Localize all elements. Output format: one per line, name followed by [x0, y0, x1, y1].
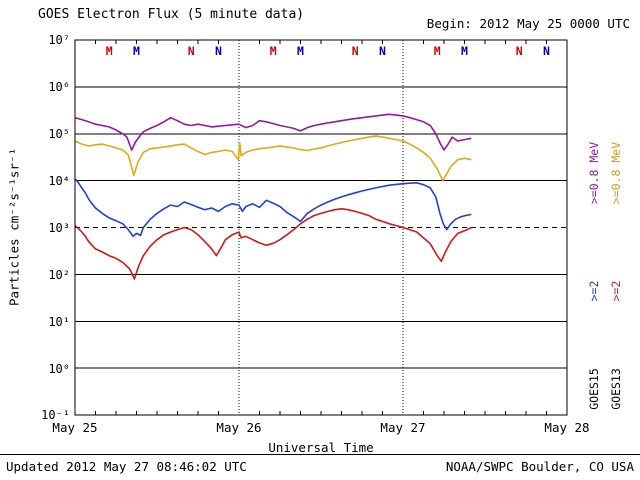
- local-midnight-marker: M: [297, 44, 304, 58]
- plot-border: [74, 39, 568, 416]
- series-goes13-e2: [74, 208, 472, 280]
- local-noon-marker: N: [543, 44, 550, 58]
- local-midnight-marker: M: [106, 44, 113, 58]
- footer-divider: [0, 454, 640, 455]
- y-tick-label: 10³: [48, 221, 70, 235]
- y-axis-label: Particles cm⁻²s⁻¹sr⁻¹: [6, 147, 22, 307]
- series-goes13-e08: [74, 135, 472, 182]
- legend-goes15-e2: >=2: [587, 280, 601, 302]
- legend-satellite-goes15: GOES15: [587, 368, 601, 410]
- x-tick-label: May 26: [216, 420, 262, 435]
- local-midnight-marker: M: [270, 44, 277, 58]
- local-midnight-marker: M: [133, 44, 140, 58]
- credit-text: NOAA/SWPC Boulder, CO USA: [445, 459, 634, 474]
- series-goes15-e08: [74, 113, 472, 151]
- y-tick-label: 10²: [48, 268, 70, 282]
- y-tick-label: 10⁴: [48, 174, 70, 188]
- y-tick-label: 10⁻¹: [41, 408, 70, 422]
- series-goes15-e2: [74, 178, 472, 238]
- y-tick-label: 10⁷: [48, 33, 70, 47]
- x-tick-label: May 28: [544, 420, 590, 435]
- x-tick-label: May 27: [380, 420, 426, 435]
- local-noon-marker: N: [215, 44, 222, 58]
- local-noon-marker: N: [379, 44, 386, 58]
- local-noon-marker: N: [516, 44, 523, 58]
- local-midnight-marker: M: [434, 44, 441, 58]
- local-noon-marker: N: [188, 44, 195, 58]
- x-tick-label: May 25: [52, 420, 98, 435]
- local-noon-marker: N: [352, 44, 359, 58]
- y-tick-label: 10⁵: [48, 127, 70, 141]
- x-axis-label: Universal Time: [268, 440, 374, 455]
- begin-timestamp: Begin: 2012 May 25 0000 UTC: [426, 16, 630, 31]
- legend-goes13-e2: >=2: [609, 280, 623, 302]
- local-midnight-marker: M: [461, 44, 468, 58]
- legend-satellite-goes13: GOES13: [609, 368, 623, 410]
- y-tick-label: 10¹: [48, 315, 70, 329]
- legend-goes15-e08: >=0.8 MeV: [587, 141, 601, 205]
- y-tick-label: 10⁶: [48, 80, 70, 94]
- legend-goes13-e08: >=0.8 MeV: [609, 141, 623, 205]
- page-title: GOES Electron Flux (5 minute data): [38, 7, 305, 22]
- y-tick-label: 10⁰: [48, 362, 70, 376]
- updated-timestamp: Updated 2012 May 27 08:46:02 UTC: [6, 459, 247, 474]
